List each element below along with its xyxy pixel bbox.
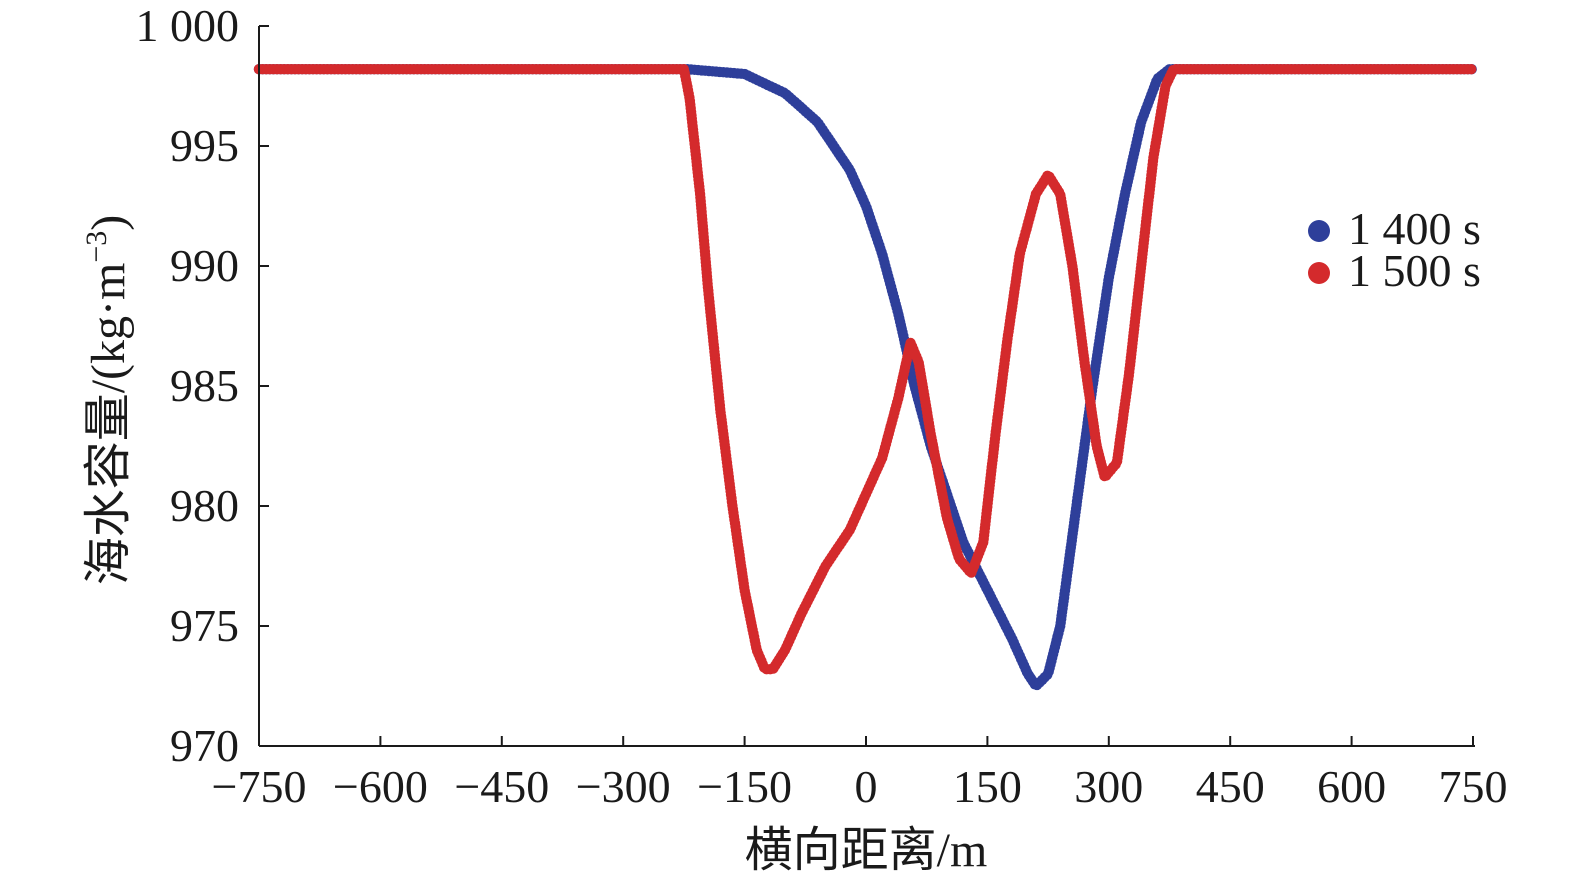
y-tick-label: 970 <box>170 720 239 771</box>
y-axis-label-superscript: −3 <box>80 231 113 263</box>
x-tick-label: −450 <box>454 761 549 812</box>
y-tick-label: 975 <box>170 600 239 651</box>
x-tick-label: −750 <box>212 761 307 812</box>
x-tick-label: 0 <box>855 761 878 812</box>
legend-marker-1500s <box>1308 262 1330 284</box>
legend-label-1400s: 1 400 s <box>1348 203 1481 254</box>
data-point <box>1466 63 1477 75</box>
x-tick-label: −600 <box>333 761 428 812</box>
series-layer <box>253 63 1477 691</box>
series-1 <box>253 63 1477 691</box>
y-tick-label: 995 <box>170 120 239 171</box>
legend-label-1500s: 1 500 s <box>1348 245 1481 296</box>
x-tick-label: 600 <box>1317 761 1386 812</box>
x-tick-label: 450 <box>1196 761 1265 812</box>
legend-marker-1400s <box>1308 220 1330 242</box>
x-axis-label: 横向距离/m <box>745 824 988 877</box>
x-tick-label: −300 <box>576 761 671 812</box>
x-tick-label: 750 <box>1439 761 1508 812</box>
legend: 1 400 s 1 500 s <box>1308 203 1481 296</box>
y-tick-label: 1 000 <box>136 0 240 51</box>
y-axis-label-close: ) <box>82 215 135 231</box>
y-axis-label-main: 海水容量/(kg·m <box>82 263 135 586</box>
y-tick-label: 990 <box>170 240 239 291</box>
ticks: −750 −600 −450 −300 −150 0 150 300 450 600 750 970 9… <box>136 0 1508 812</box>
y-tick-label: 985 <box>170 360 239 411</box>
x-tick-label: 300 <box>1074 761 1143 812</box>
y-tick-label: 980 <box>170 480 239 531</box>
y-axis-label: 海水容量/(kg·m−3) <box>80 215 135 586</box>
x-tick-label: −150 <box>697 761 792 812</box>
axes <box>258 26 1475 747</box>
x-tick-label: 150 <box>953 761 1022 812</box>
series-2 <box>253 63 1477 675</box>
